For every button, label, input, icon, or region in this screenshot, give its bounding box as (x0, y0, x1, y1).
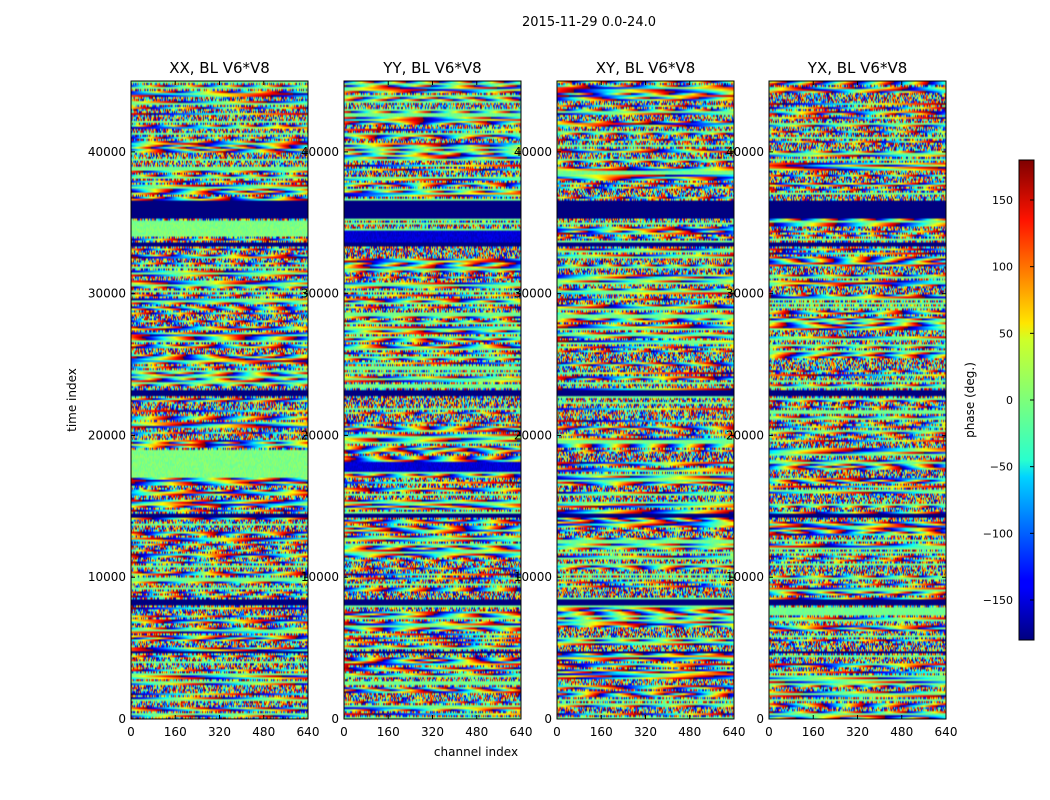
y-tick-label: 40000 (514, 145, 552, 159)
colorbar-tick-label: −100 (983, 527, 1013, 540)
y-tick-label: 20000 (726, 428, 764, 442)
panel-title: XX, BL V6*V8 (169, 59, 270, 77)
y-tick-label: 10000 (514, 570, 552, 584)
colorbar-tick-label: −150 (983, 594, 1013, 607)
y-tick-label: 40000 (301, 145, 339, 159)
x-tick-label: 160 (590, 725, 613, 739)
x-tick-label: 640 (935, 725, 958, 739)
colorbar-tick-label: 50 (999, 327, 1013, 340)
panel-title: YX, BL V6*V8 (807, 59, 908, 77)
heatmap-image (557, 81, 734, 719)
x-tick-label: 320 (846, 725, 869, 739)
colorbar-tick-label: 150 (992, 194, 1013, 207)
x-tick-label: 320 (421, 725, 444, 739)
y-tick-label: 20000 (301, 428, 339, 442)
x-tick-label: 160 (164, 725, 187, 739)
x-tick-label: 640 (723, 725, 746, 739)
x-tick-label: 0 (553, 725, 561, 739)
heatmap-image (131, 81, 308, 719)
y-tick-label: 20000 (88, 428, 126, 442)
x-tick-label: 320 (208, 725, 231, 739)
colorbar-tick-label: −50 (990, 461, 1013, 474)
x-tick-label: 320 (634, 725, 657, 739)
x-tick-label: 0 (127, 725, 135, 739)
colorbar-label: phase (deg.) (963, 362, 977, 438)
y-tick-label: 0 (331, 712, 339, 726)
x-tick-label: 160 (802, 725, 825, 739)
panel-xx: XX, BL V6*V8 0 160 320 480 640 0 10000 20000 3000… (88, 59, 320, 739)
heatmap-image (344, 81, 521, 719)
x-tick-label: 480 (252, 725, 275, 739)
x-tick-label: 480 (465, 725, 488, 739)
y-tick-label: 40000 (88, 145, 126, 159)
x-tick-label: 480 (678, 725, 701, 739)
y-tick-label: 30000 (726, 287, 764, 301)
x-tick-label: 640 (510, 725, 533, 739)
y-tick-label: 30000 (301, 287, 339, 301)
x-tick-label: 480 (890, 725, 913, 739)
panel-xy: XY, BL V6*V8 0 160 320 480 640 0 10000 20000 3000… (514, 59, 746, 739)
y-tick-label: 30000 (88, 287, 126, 301)
heatmap-panels: XX, BL V6*V8 0 160 320 480 640 0 10000 20000 3000… (88, 59, 958, 739)
x-axis-label: channel index (434, 745, 518, 759)
panel-title: YY, BL V6*V8 (382, 59, 481, 77)
x-tick-label: 160 (377, 725, 400, 739)
panel-title: XY, BL V6*V8 (596, 59, 696, 77)
panel-yy: YY, BL V6*V8 0 160 320 480 640 0 10000 20000 3000… (301, 59, 533, 739)
x-tick-label: 0 (765, 725, 773, 739)
colorbar-tick-label: 100 (992, 261, 1013, 274)
heatmap-image (769, 81, 946, 719)
y-tick-label: 20000 (514, 428, 552, 442)
y-tick-label: 0 (118, 712, 126, 726)
colorbar-tick-label: 0 (1006, 394, 1013, 407)
y-tick-label: 40000 (726, 145, 764, 159)
y-axis-label: time index (65, 368, 79, 432)
colorbar-ticks: 150 100 50 0 −50 −100 −150 (983, 194, 1034, 607)
y-tick-label: 10000 (726, 570, 764, 584)
y-tick-label: 0 (756, 712, 764, 726)
y-tick-label: 0 (544, 712, 552, 726)
y-tick-label: 30000 (514, 287, 552, 301)
y-tick-label: 10000 (301, 570, 339, 584)
x-tick-label: 640 (297, 725, 320, 739)
x-tick-label: 0 (340, 725, 348, 739)
panel-yx: YX, BL V6*V8 0 160 320 480 640 0 10000 20000 3000… (726, 59, 958, 739)
y-tick-label: 10000 (88, 570, 126, 584)
figure-title: 2015-11-29 0.0-24.0 (522, 15, 656, 30)
colorbar: 150 100 50 0 −50 −100 −150 phase (deg.) (963, 159, 1035, 641)
